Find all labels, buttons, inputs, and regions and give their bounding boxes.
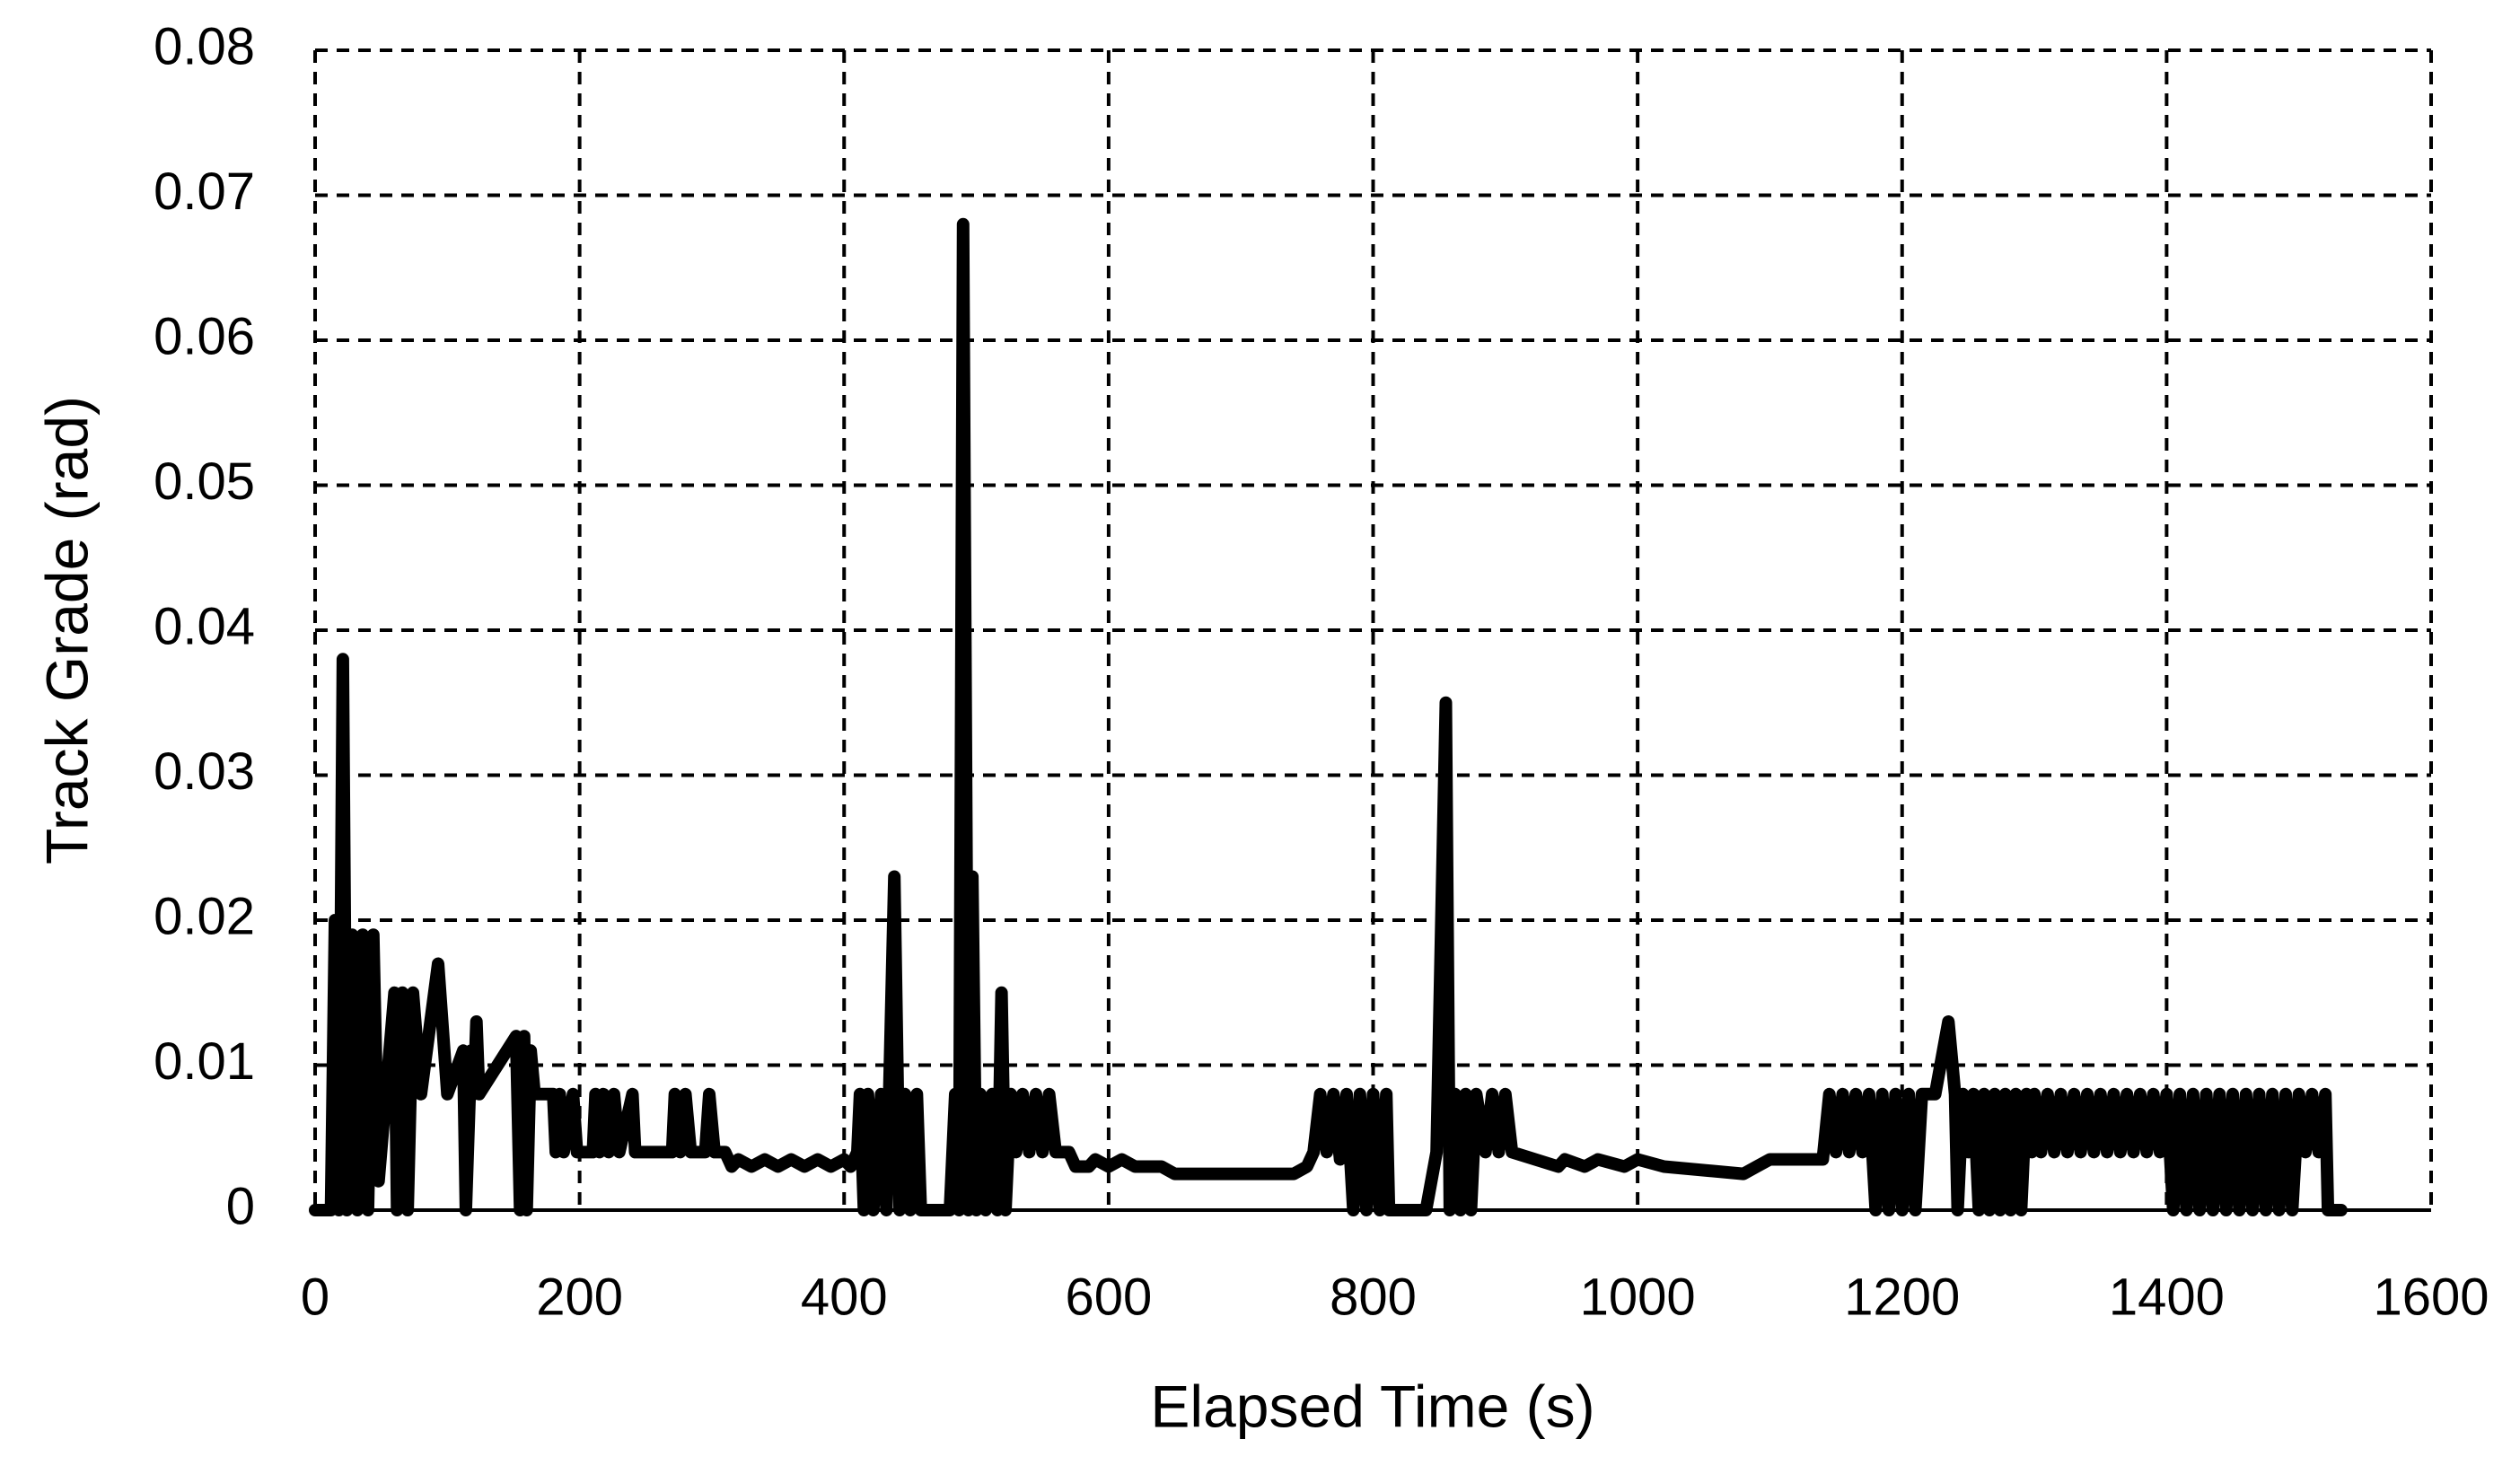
y-tick-label: 0.04: [154, 597, 255, 655]
x-tick-label: 1400: [2109, 1268, 2225, 1326]
y-tick-label: 0.05: [154, 452, 255, 511]
x-tick-label: 1600: [2373, 1268, 2489, 1326]
x-tick-label: 0: [301, 1268, 329, 1326]
y-tick-label: 0.08: [154, 17, 255, 75]
y-tick-label: 0.06: [154, 307, 255, 365]
data-line: [309, 217, 2348, 1216]
y-tick-label: 0: [226, 1177, 255, 1235]
x-tick-label: 600: [1065, 1268, 1152, 1326]
x-tick-label: 800: [1330, 1268, 1417, 1326]
y-tick-label: 0.03: [154, 742, 255, 801]
y-tick-label: 0.07: [154, 162, 255, 221]
y-axis-title: Track Grade (rad): [33, 396, 100, 865]
x-axis-title: Elapsed Time (s): [1150, 1373, 1594, 1439]
x-tick-label: 200: [536, 1268, 623, 1326]
x-tick-label: 1000: [1580, 1268, 1696, 1326]
x-tick-label: 1200: [1844, 1268, 1960, 1326]
x-tick-label: 400: [801, 1268, 888, 1326]
y-tick-label: 0.01: [154, 1032, 255, 1091]
y-tick-label: 0.02: [154, 887, 255, 945]
